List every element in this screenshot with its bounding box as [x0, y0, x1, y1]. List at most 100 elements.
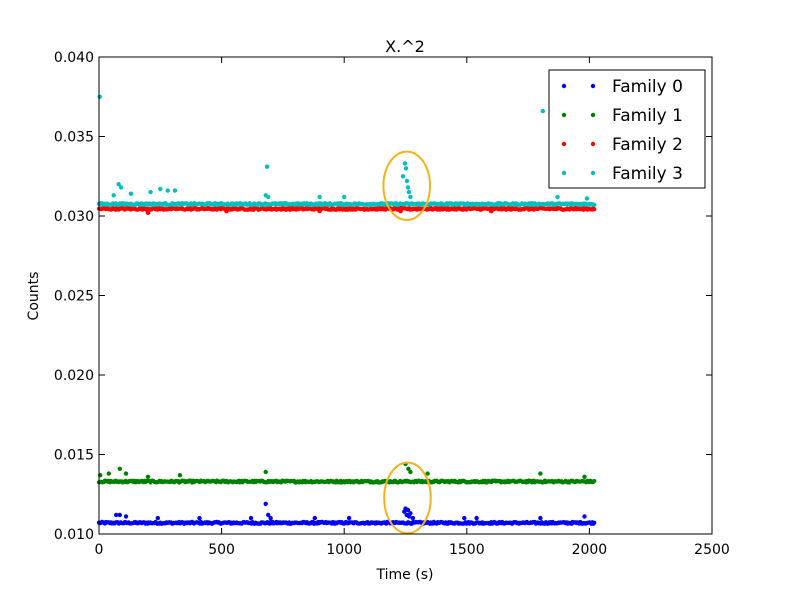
data-point-outlier: [312, 515, 317, 521]
data-point-outlier: [408, 511, 413, 516]
data-point-outlier: [117, 466, 123, 471]
data-point-outlier: [582, 514, 587, 519]
data-point: [592, 520, 597, 525]
data-point-outlier: [148, 189, 153, 195]
y-tick-label: 0.025: [54, 289, 94, 305]
series-family-3: [96, 94, 597, 208]
data-point-outlier: [342, 194, 347, 200]
data-point-outlier: [474, 515, 479, 521]
data-point-outlier: [118, 185, 124, 190]
data-point-outlier: [405, 185, 411, 190]
data-point-outlier: [406, 189, 412, 195]
data-point: [592, 207, 597, 212]
legend-marker: [590, 141, 596, 147]
data-point-outlier: [123, 471, 129, 476]
x-tick-label: 0: [95, 542, 104, 558]
series-family-1: [96, 461, 597, 485]
data-point-outlier: [405, 507, 411, 513]
data-point-outlier: [106, 471, 112, 476]
data-point-outlier: [197, 515, 202, 521]
data-point-outlier: [165, 188, 170, 193]
legend-label: Family 1: [612, 106, 683, 126]
data-point-outlier: [268, 515, 273, 521]
plot-frame: [98, 56, 713, 535]
data-point-outlier: [97, 94, 102, 100]
legend-label: Family 2: [612, 135, 683, 155]
data-point-outlier: [317, 194, 322, 200]
series-family-2: [96, 205, 597, 215]
data-point-outlier: [403, 166, 409, 171]
y-tick-label: 0.020: [54, 368, 94, 384]
data-point-outlier: [582, 474, 587, 479]
data-point-outlier: [462, 515, 467, 521]
data-point-outlier: [266, 194, 271, 200]
highlight-ellipse: [383, 461, 432, 535]
data-point-outlier: [114, 512, 119, 518]
highlight-ellipse: [382, 150, 432, 221]
data-point-outlier: [402, 161, 408, 166]
legend-label: Family 0: [612, 77, 683, 97]
data-point-outlier: [172, 188, 178, 193]
y-tick-label: 0.015: [54, 448, 94, 464]
data-point-outlier: [116, 182, 121, 187]
x-tick-label: 1000: [326, 542, 362, 558]
data-point-outlier: [224, 209, 229, 214]
y-tick-label: 0.035: [54, 130, 94, 146]
y-axis-label: Counts: [26, 272, 42, 321]
legend: Family 0 Family 1 Family 2 Family 3: [548, 69, 706, 189]
data-point-outlier: [555, 194, 560, 200]
legend-marker: [590, 170, 596, 176]
x-tick-label: 2000: [572, 542, 608, 558]
data-point-outlier: [123, 514, 129, 519]
x-tick-label: 500: [208, 542, 235, 558]
data-point-outlier: [406, 466, 411, 471]
data-point-outlier: [398, 209, 403, 214]
data-point-outlier: [404, 178, 410, 184]
data-point-outlier: [410, 515, 416, 521]
data-point-outlier: [317, 209, 322, 214]
data-point-outlier: [425, 471, 430, 476]
data-point-outlier: [263, 469, 268, 475]
series-family-0: [96, 501, 597, 526]
data-point-outlier: [408, 469, 413, 475]
data-point-outlier: [538, 471, 543, 476]
data-points: [96, 94, 597, 526]
data-point-outlier: [584, 196, 590, 201]
legend-marker: [561, 170, 567, 176]
legend-label: Family 3: [612, 164, 683, 184]
data-point: [592, 478, 597, 484]
y-tick-label: 0.030: [54, 209, 94, 225]
chart-title: X.^2: [385, 37, 425, 56]
data-point-outlier: [400, 174, 406, 179]
legend-box: [548, 69, 706, 189]
legend-marker: [561, 112, 567, 118]
data-point-outlier: [266, 512, 271, 518]
data-point-outlier: [346, 515, 352, 521]
x-axis-label: Time (s): [376, 567, 434, 583]
data-point-outlier: [128, 191, 134, 196]
x-tick-label: 2500: [694, 542, 730, 558]
y-tick-label: 0.010: [54, 527, 94, 543]
legend-marker: [561, 83, 567, 89]
data-point-outlier: [264, 164, 270, 169]
data-point-outlier: [111, 193, 116, 198]
data-point-outlier: [145, 210, 151, 215]
data-point-outlier: [540, 108, 545, 114]
legend-marker: [590, 112, 596, 118]
data-point-outlier: [177, 473, 183, 478]
legend-marker: [561, 141, 567, 147]
data-point-outlier: [408, 194, 413, 200]
y-tick-label: 0.040: [54, 50, 94, 66]
x-tick-label: 1500: [449, 542, 485, 558]
data-point: [592, 202, 597, 207]
data-point-outlier: [155, 515, 160, 521]
axis-ticks: 0 500 1000 1500 2000 2500 0.010 0.015 0.020 0.025…: [54, 50, 730, 558]
annotations: [382, 150, 432, 535]
legend-marker: [590, 83, 596, 89]
data-point-outlier: [263, 501, 268, 506]
data-point-outlier: [538, 515, 543, 521]
data-point-outlier: [117, 512, 123, 518]
data-point-outlier: [145, 474, 151, 479]
data-point-outlier: [158, 186, 163, 192]
